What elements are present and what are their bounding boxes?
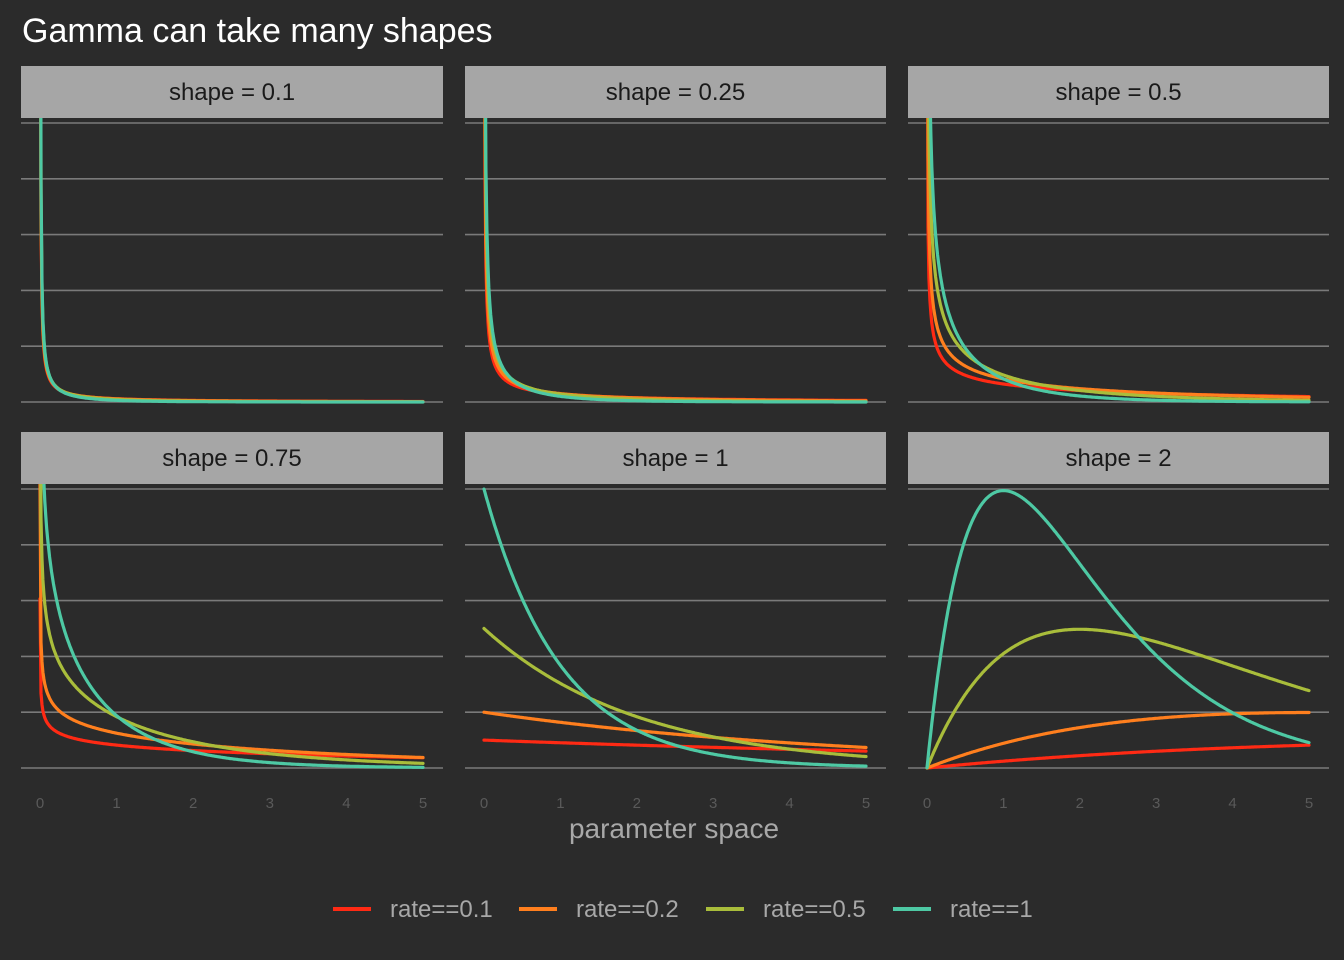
x-axis-title: parameter space xyxy=(569,813,779,844)
series-line xyxy=(927,118,1311,402)
facet-panel: shape = 1 0 1 2 3 4 5 xyxy=(465,432,886,812)
facet-panel: shape = 0.25 xyxy=(465,66,886,404)
x-tick-label: 2 xyxy=(1076,795,1084,812)
legend-label: rate==0.1 xyxy=(390,896,493,923)
facet-strip xyxy=(908,432,1329,484)
series-line xyxy=(484,118,868,404)
series-line xyxy=(483,118,868,404)
facet-strip xyxy=(465,432,886,484)
facet-panel: shape = 0.5 xyxy=(908,66,1329,404)
legend: rate==0.1 rate==0.2 rate==0.5 rate==1 xyxy=(333,896,1033,923)
facet-strip xyxy=(21,432,443,484)
x-tick-label: 3 xyxy=(266,795,274,812)
facet-strip-label: shape = 0.75 xyxy=(162,445,301,472)
x-tick-label: 3 xyxy=(709,795,717,812)
series-line xyxy=(42,484,425,770)
x-tick-label: 4 xyxy=(342,795,350,812)
facet-strip-label: shape = 1 xyxy=(622,445,728,472)
facet-strip-label: shape = 0.1 xyxy=(169,79,295,106)
x-tick-label: 1 xyxy=(112,795,120,812)
facet-strip xyxy=(908,66,1329,118)
series-line xyxy=(483,118,868,402)
series-line xyxy=(925,743,1311,770)
x-tick-label: 0 xyxy=(480,795,488,812)
series-line xyxy=(928,118,1311,404)
legend-label: rate==0.5 xyxy=(763,896,866,923)
x-tick-label: 1 xyxy=(556,795,564,812)
chart-title: Gamma can take many shapes xyxy=(22,12,493,50)
facet-strip-label: shape = 2 xyxy=(1065,445,1171,472)
series-line xyxy=(39,484,425,766)
series-line xyxy=(38,484,425,760)
series-line xyxy=(482,710,868,750)
x-tick-label: 3 xyxy=(1152,795,1160,812)
series-line xyxy=(483,118,868,403)
series-line xyxy=(925,627,1311,770)
x-tick-label: 4 xyxy=(1228,795,1236,812)
x-tick-label: 5 xyxy=(1305,795,1313,812)
x-tick-label: 2 xyxy=(189,795,197,812)
x-tick-label: 0 xyxy=(923,795,931,812)
facet-panel: shape = 0.1 xyxy=(21,66,443,404)
facet-strip xyxy=(21,66,443,118)
facet-strip-label: shape = 0.5 xyxy=(1055,79,1181,106)
x-tick-label: 1 xyxy=(999,795,1007,812)
x-tick-label: 2 xyxy=(633,795,641,812)
series-line xyxy=(482,626,868,759)
series-line xyxy=(39,118,425,404)
series-line xyxy=(39,118,425,404)
x-tick-label: 5 xyxy=(419,795,427,812)
series-line xyxy=(926,118,1311,399)
series-line xyxy=(926,118,1311,399)
series-line xyxy=(925,710,1311,770)
series-line xyxy=(39,118,425,404)
facet-strip xyxy=(465,66,886,118)
series-line xyxy=(925,489,1311,770)
legend-label: rate==1 xyxy=(950,896,1033,923)
x-tick-label: 5 xyxy=(862,795,870,812)
series-line xyxy=(38,597,425,760)
series-line xyxy=(39,118,425,404)
facet-panel: shape = 2 0 1 2 3 4 5 xyxy=(908,432,1329,812)
legend-label: rate==0.2 xyxy=(576,896,679,923)
x-tick-label: 0 xyxy=(36,795,44,812)
series-line xyxy=(482,487,868,768)
x-tick-label: 4 xyxy=(785,795,793,812)
facet-panels: shape = 0.1 shape = 0.25 shape = 0.5 shape … xyxy=(21,66,1329,812)
facet-strip-label: shape = 0.25 xyxy=(606,79,745,106)
facet-panel: shape = 0.75 0 1 2 3 4 5 xyxy=(21,432,443,812)
